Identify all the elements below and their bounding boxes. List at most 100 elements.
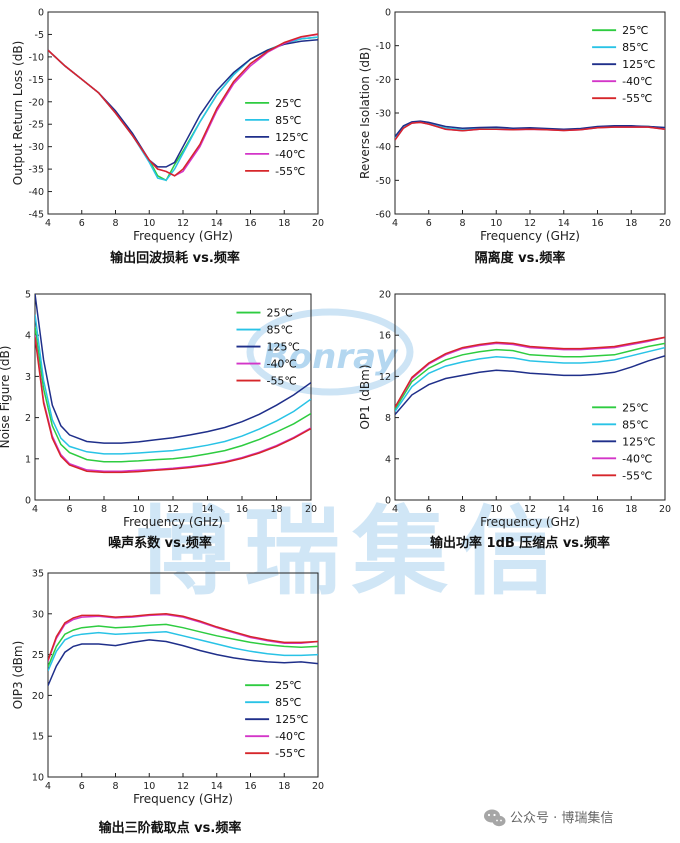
legend-label: 25℃ — [275, 97, 301, 110]
footer-label: 公众号 · 博瑞集信 — [510, 810, 613, 826]
x-tick-label: 10 — [143, 781, 155, 792]
x-tick-label: 6 — [66, 504, 72, 515]
legend-label: 125℃ — [622, 58, 655, 71]
x-tick-label: 14 — [558, 504, 570, 515]
chart-caption: 输出回波损耗 vs.频率 — [110, 250, 240, 266]
legend-label: -55℃ — [275, 747, 305, 760]
x-tick-label: 6 — [426, 218, 432, 229]
x-tick-label: 18 — [625, 504, 637, 515]
x-axis-title: Frequency (GHz) — [480, 515, 580, 529]
y-tick-label: 0 — [25, 496, 31, 507]
x-tick-label: 8 — [459, 504, 465, 515]
x-tick-label: 4 — [32, 504, 38, 515]
wechat-icon — [484, 809, 506, 827]
series-line-5 — [48, 613, 318, 661]
legend-label: 25℃ — [622, 401, 648, 414]
y-tick-label: -30 — [375, 109, 391, 120]
x-tick-label: 14 — [558, 218, 570, 229]
watermark: Bonray 博瑞集信 — [136, 308, 568, 608]
x-tick-label: 4 — [45, 218, 51, 229]
watermark-text: 博瑞集信 — [136, 496, 568, 608]
legend-label: 125℃ — [275, 131, 308, 144]
x-tick-label: 10 — [143, 218, 155, 229]
y-tick-label: -35 — [28, 165, 44, 176]
chart-caption: 噪声系数 vs.频率 — [108, 535, 212, 551]
y-tick-label: 4 — [385, 454, 391, 465]
x-tick-label: 20 — [659, 504, 671, 515]
x-tick-label: 14 — [211, 781, 223, 792]
series-line-4 — [48, 613, 318, 662]
series-line-3 — [395, 355, 665, 415]
legend-label: 85℃ — [266, 324, 292, 337]
y-tick-label: 25 — [32, 650, 44, 661]
legend-label: -55℃ — [622, 92, 652, 105]
legend-label: 85℃ — [622, 418, 648, 431]
x-tick-label: 18 — [270, 504, 282, 515]
y-tick-label: 0 — [385, 8, 391, 19]
chart-caption: 隔离度 vs.频率 — [475, 250, 566, 266]
y-tick-label: -40 — [28, 187, 44, 198]
x-tick-label: 12 — [167, 504, 179, 515]
legend-label: -40℃ — [275, 730, 305, 743]
x-tick-label: 18 — [278, 218, 290, 229]
y-tick-label: -5 — [35, 30, 44, 41]
x-tick-label: 10 — [132, 504, 144, 515]
series-line-2 — [48, 631, 318, 672]
series-line-5 — [395, 121, 665, 141]
y-tick-label: 0 — [38, 8, 44, 19]
x-tick-label: 4 — [45, 781, 51, 792]
legend-label: 125℃ — [622, 435, 655, 448]
x-axis-title: Frequency (GHz) — [480, 229, 580, 243]
y-tick-label: -25 — [28, 120, 44, 131]
footer: 公众号 · 博瑞集信 — [484, 809, 613, 827]
chart-2: 4 6 8 10 12 14 16 18 20 0 -10 -20 -30 -40 -50 -60 Freque… — [358, 8, 671, 267]
y-tick-label: 2 — [25, 413, 31, 424]
y-tick-label: -40 — [375, 142, 391, 153]
series-line-5 — [35, 337, 311, 474]
series-line-3 — [48, 639, 318, 686]
x-tick-label: 8 — [112, 218, 118, 229]
x-tick-label: 14 — [211, 218, 223, 229]
watermark-logo-text: Bonray — [263, 337, 399, 377]
x-tick-label: 4 — [392, 504, 398, 515]
legend-label: -55℃ — [266, 375, 296, 388]
x-tick-label: 12 — [177, 781, 189, 792]
legend-label: 125℃ — [266, 341, 299, 354]
x-tick-label: 6 — [426, 504, 432, 515]
x-tick-label: 4 — [392, 218, 398, 229]
series-line-4 — [395, 336, 665, 408]
y-tick-label: 35 — [32, 569, 44, 580]
x-tick-label: 16 — [591, 504, 603, 515]
x-tick-label: 18 — [625, 218, 637, 229]
chart-caption: 输出三阶截取点 vs.频率 — [99, 820, 242, 836]
chart-1: 4 6 8 10 12 14 16 18 20 0 -5 -10 -15 -20 -25 -30 -35 -40 -… — [11, 8, 324, 267]
x-tick-label: 10 — [490, 218, 502, 229]
x-tick-label: 10 — [490, 504, 502, 515]
y-tick-label: -30 — [28, 142, 44, 153]
series-line-3 — [395, 120, 665, 138]
y-tick-label: 16 — [379, 331, 391, 342]
y-tick-label: 0 — [385, 496, 391, 507]
y-tick-label: 20 — [32, 691, 44, 702]
legend-label: 85℃ — [622, 41, 648, 54]
legend-label: -40℃ — [275, 148, 305, 161]
y-tick-label: -20 — [28, 97, 44, 108]
y-tick-label: -60 — [375, 210, 391, 221]
watermark-logo-ring — [246, 308, 414, 396]
legend-label: -55℃ — [275, 165, 305, 178]
y-tick-label: 1 — [25, 454, 31, 465]
x-tick-label: 8 — [112, 781, 118, 792]
x-tick-label: 12 — [524, 218, 536, 229]
x-tick-label: 12 — [177, 218, 189, 229]
legend-label: 25℃ — [275, 679, 301, 692]
x-tick-label: 16 — [244, 218, 256, 229]
series-line-2 — [35, 314, 311, 455]
legend-label: 85℃ — [275, 696, 301, 709]
legend-label: 25℃ — [266, 307, 292, 320]
charts-layer: 4 6 8 10 12 14 16 18 200-5-10-15-20-25-30-35-40-… — [0, 8, 671, 837]
legend-label: -40℃ — [622, 75, 652, 88]
x-tick-label: 16 — [236, 504, 248, 515]
